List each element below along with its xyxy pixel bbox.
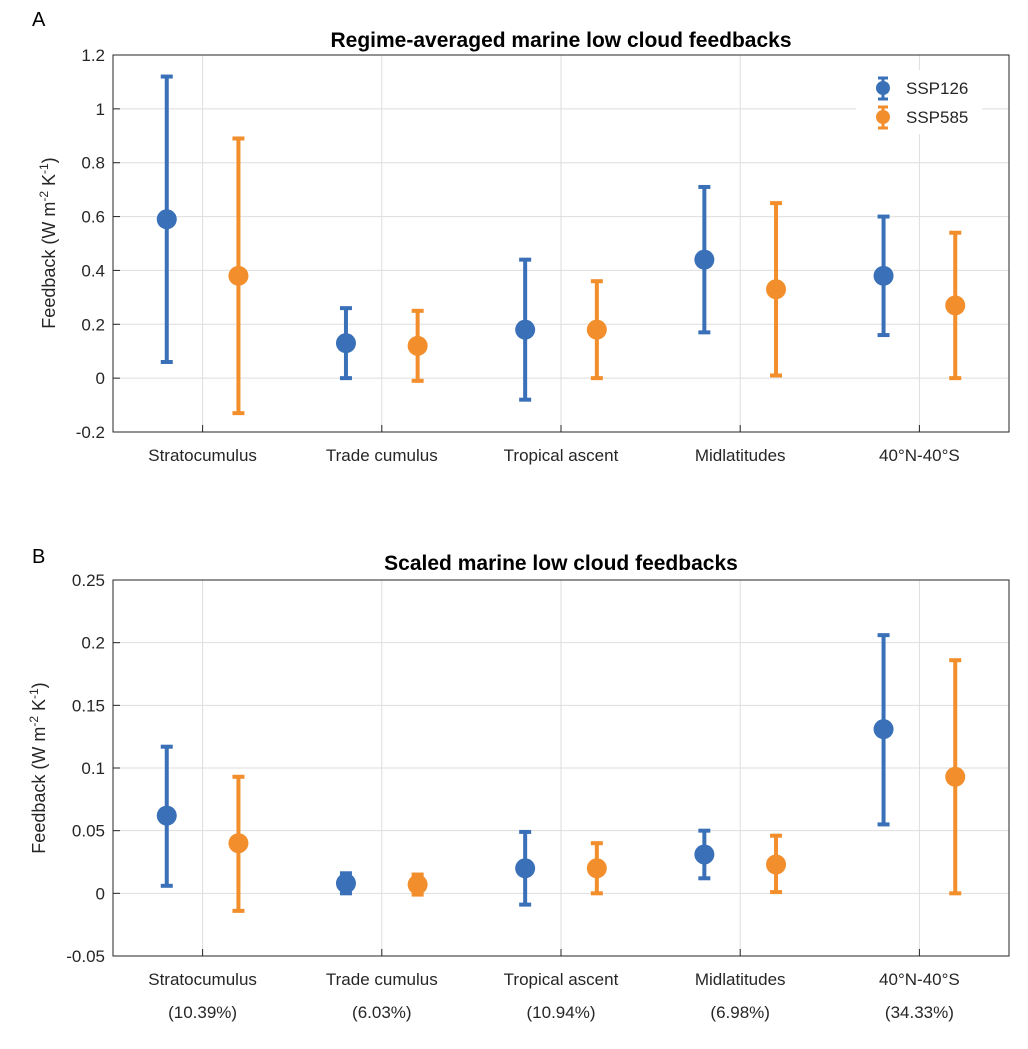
panel-a-category-label: Midlatitudes: [695, 446, 786, 465]
panel-b-ssp585-errorbar: [228, 774, 249, 913]
panel-b-category-share-label: (6.03%): [352, 1003, 412, 1022]
panel-b-y-tick-label: 0.25: [72, 571, 105, 590]
legend-marker-ssp126: [876, 81, 890, 95]
legend-entry-ssp585: SSP585: [876, 105, 968, 130]
panel-b-ssp585-point: [586, 858, 607, 879]
panel-a-ssp585-point: [228, 265, 249, 286]
panel-b-ssp585-point: [228, 833, 249, 854]
panel-b-ssp126-point: [515, 858, 536, 879]
panel-b-grid: [113, 580, 1009, 956]
panel-a: A Regime-averaged marine low cloud feedb…: [32, 9, 1010, 465]
panel-a-ssp126-errorbar: [156, 74, 177, 364]
panel-b-y-tick-label: 0.2: [81, 634, 105, 653]
panel-a-y-tick-label: 0.6: [81, 208, 105, 227]
panel-b-category-share-label: (10.39%): [168, 1003, 237, 1022]
panel-a-y-tick-label: 1.2: [81, 46, 105, 65]
panel-b-y-tick-label: 0.05: [72, 822, 105, 841]
panel-b-categories: Stratocumulus (10.39%) Trade cumulus (6.03%…: [148, 949, 960, 1022]
panel-a-ssp585-errorbar: [228, 136, 249, 416]
panel-b-ssp126-point: [873, 719, 894, 740]
panel-a-ssp126-errorbar: [515, 257, 536, 402]
panel-b-ssp126-point: [694, 844, 715, 865]
panel-b-category-label: Stratocumulus: [148, 970, 257, 989]
panel-a-title: Regime-averaged marine low cloud feedbac…: [331, 29, 792, 52]
panel-a-ssp585-point: [586, 319, 607, 340]
panel-a-y-tick-label: 0.8: [81, 154, 105, 173]
panel-a-y-axis-label: Feedback (W m-2 K-1): [37, 157, 59, 328]
panel-a-ssp126-errorbar: [694, 184, 715, 335]
panel-b-ssp585-point: [766, 854, 787, 875]
panel-a-ssp585-point: [945, 295, 966, 316]
panel-b-category-label: Tropical ascent: [504, 970, 619, 989]
panel-b-ssp585-errorbar: [586, 841, 607, 896]
panel-a-y-tick-label: 0: [96, 369, 105, 388]
panel-a-ssp585-point: [407, 335, 428, 356]
panel-a-y-tick-label: -0.2: [76, 423, 105, 442]
panel-b-plot: [156, 633, 966, 913]
panel-a-y-tick-label: 1: [96, 100, 105, 119]
panel-a-ssp126-errorbar: [873, 214, 894, 338]
panel-b-ssp126-errorbar: [873, 633, 894, 827]
legend-entry-ssp126: SSP126: [876, 76, 968, 101]
panel-a-plot: [156, 74, 966, 416]
panel-b-ssp585-errorbar: [766, 833, 787, 895]
legend-marker-ssp585: [876, 110, 890, 124]
panel-a-categories: Stratocumulus Trade cumulus Tropical ascen…: [148, 425, 960, 465]
panel-a-ssp126-point: [156, 209, 177, 230]
panel-a-ssp126-point: [873, 265, 894, 286]
panel-b-ssp585-point: [407, 874, 428, 895]
panel-a-category-label: Stratocumulus: [148, 446, 257, 465]
panel-a-letter: A: [32, 9, 46, 31]
legend-box: [856, 70, 982, 134]
panel-a-category-label: 40°N-40°S: [879, 446, 960, 465]
panel-a-ssp585-errorbar: [407, 308, 428, 383]
panel-b-y-tick-label: -0.05: [66, 947, 105, 966]
legend-label-ssp126: SSP126: [906, 79, 968, 98]
panel-a-y-tick-label: 0.4: [81, 261, 105, 280]
panel-b-y-ticks: -0.05 0 0.05 0.1 0.15 0.2 0.25: [66, 571, 120, 966]
panel-b: B Scaled marine low cloud feedbacks -0.0…: [27, 546, 1010, 1022]
panel-b-ssp126-errorbar: [515, 829, 536, 907]
panel-b-letter: B: [32, 546, 45, 568]
legend: SSP126 SSP585: [856, 70, 982, 134]
panel-b-category-label: 40°N-40°S: [879, 970, 960, 989]
panel-a-ssp585-errorbar: [945, 230, 966, 381]
panel-b-ssp585-errorbar: [407, 872, 428, 897]
panel-a-ssp585-errorbar: [766, 201, 787, 378]
panel-b-ssp585-point: [945, 766, 966, 787]
panel-a-category-label: Tropical ascent: [504, 446, 619, 465]
legend-label-ssp585: SSP585: [906, 108, 968, 127]
panel-b-category-label: Trade cumulus: [326, 970, 438, 989]
panel-b-title: Scaled marine low cloud feedbacks: [384, 552, 738, 575]
panel-b-ssp126-errorbar: [694, 828, 715, 881]
panel-a-y-ticks: -0.2 0 0.2 0.4 0.6 0.8 1 1.2: [76, 46, 120, 442]
panel-a-ssp126-errorbar: [335, 306, 356, 381]
panel-b-ssp585-errorbar: [945, 658, 966, 896]
panel-b-ssp126-point: [156, 805, 177, 826]
panel-a-ssp585-errorbar: [586, 279, 607, 381]
panel-a-ssp585-point: [766, 279, 787, 300]
panel-b-y-tick-label: 0.15: [72, 696, 105, 715]
panel-a-ssp126-point: [515, 319, 536, 340]
panel-b-category-share-label: (10.94%): [527, 1003, 596, 1022]
panel-b-y-tick-label: 0.1: [81, 759, 105, 778]
panel-a-category-label: Trade cumulus: [326, 446, 438, 465]
panel-b-category-share-label: (34.33%): [885, 1003, 954, 1022]
panel-b-y-axis-label: Feedback (W m-2 K-1): [27, 682, 49, 853]
panel-b-category-label: Midlatitudes: [695, 970, 786, 989]
panel-b-ssp126-errorbar: [156, 744, 177, 888]
panel-a-y-tick-label: 0.2: [81, 315, 105, 334]
panel-a-ssp126-point: [694, 249, 715, 270]
panel-b-y-tick-label: 0: [96, 884, 105, 903]
panel-b-category-share-label: (6.98%): [710, 1003, 770, 1022]
panel-b-ssp126-point: [335, 873, 356, 894]
panel-b-ssp126-errorbar: [335, 871, 356, 896]
panel-a-ssp126-point: [335, 333, 356, 354]
